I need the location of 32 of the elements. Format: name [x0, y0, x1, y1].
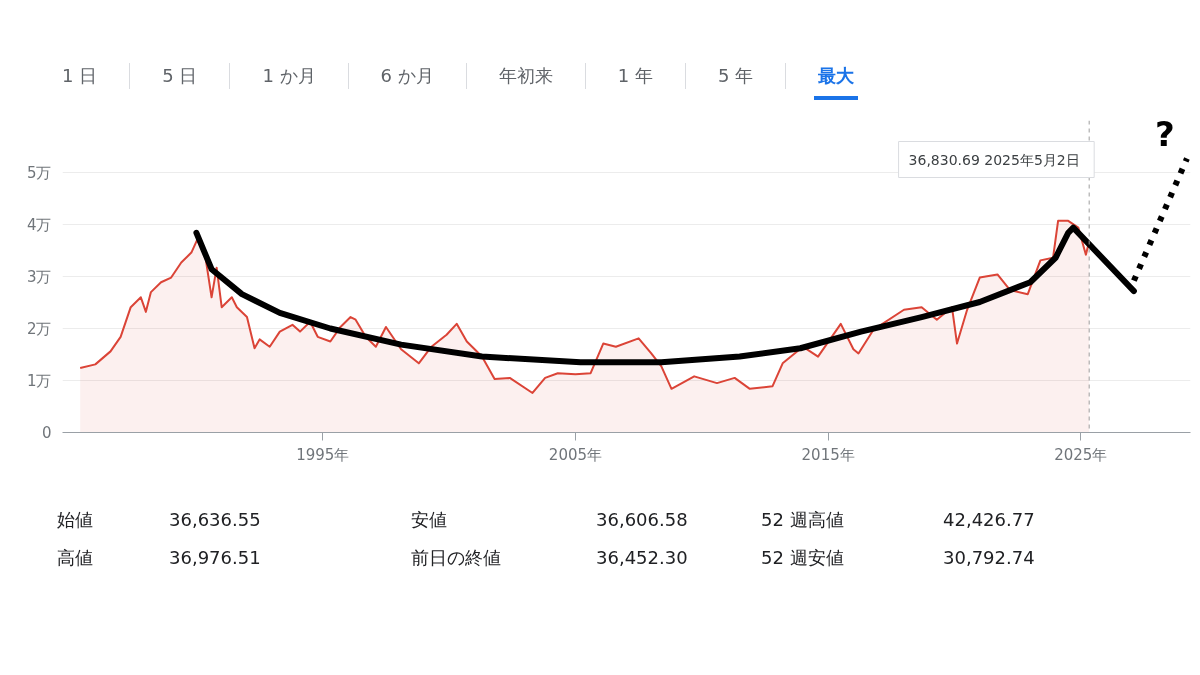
text: 36,636.55 — [169, 508, 262, 532]
text: 最大 — [814, 61, 859, 100]
text: 5 日 — [161, 64, 199, 88]
text: 年初来 — [497, 64, 554, 88]
text: 5 年 — [716, 64, 755, 88]
text: 42,426.77 — [943, 508, 1036, 532]
annotation: ? — [1155, 114, 1175, 155]
y-tick-label: 1万 — [26, 371, 52, 390]
text: 52 週高値 — [761, 508, 845, 532]
text: 36,606.58 — [596, 508, 689, 532]
annotation: 36,830.69 2025年5月2日 — [908, 151, 1080, 168]
y-tick-label: 4万 — [26, 215, 52, 234]
text: 高値 — [57, 546, 94, 570]
y-tick-label: 0 — [41, 423, 52, 442]
text: 52 週安値 — [761, 546, 845, 570]
text: 36,976.51 — [169, 546, 262, 570]
text: 1 日 — [61, 64, 99, 88]
text: 1 年 — [616, 64, 654, 88]
text: 前日の終値 — [411, 546, 502, 570]
y-tick-label: 3万 — [26, 267, 52, 286]
x-tick-label: 1995年 — [296, 445, 350, 464]
text: 始値 — [57, 508, 94, 532]
text: 30,792.74 — [943, 546, 1036, 570]
y-tick-label: 2万 — [26, 319, 52, 338]
text: 1 か月 — [261, 64, 317, 88]
x-tick-label: 2005年 — [548, 445, 603, 464]
text: 6 か月 — [379, 64, 435, 88]
x-tick-label: 2025年 — [1054, 445, 1108, 464]
y-tick-label: 5万 — [26, 163, 52, 182]
x-tick-label: 2015年 — [801, 445, 855, 464]
text: 安値 — [411, 508, 448, 532]
text: 36,452.30 — [596, 546, 689, 570]
